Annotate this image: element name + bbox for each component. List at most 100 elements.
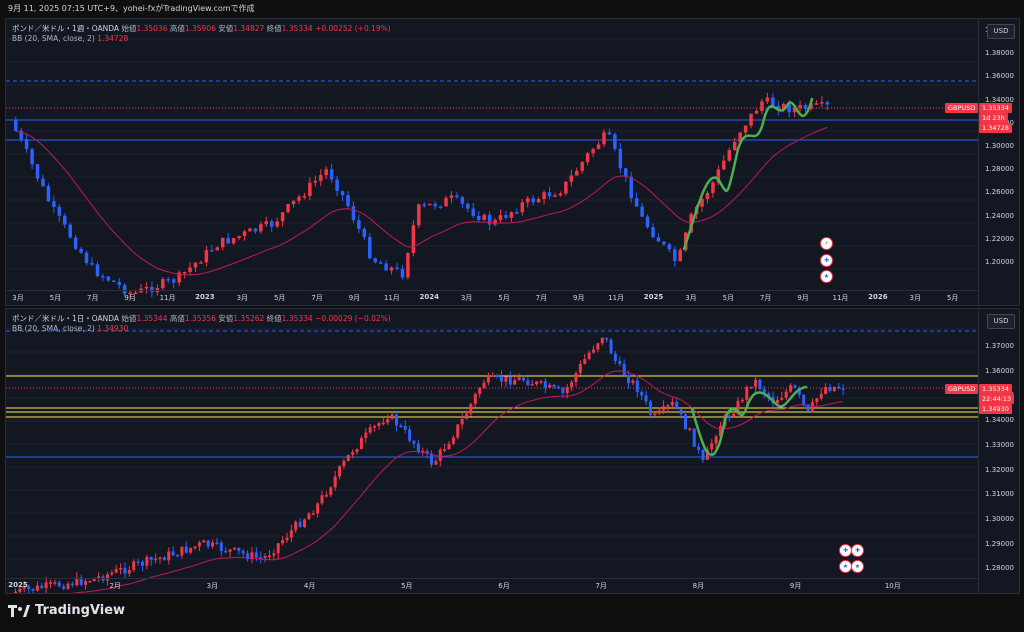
weekly-chart-canvas[interactable] — [6, 19, 1019, 305]
candle-body — [493, 219, 497, 225]
candle-body — [408, 429, 412, 441]
candle-body — [329, 169, 334, 180]
candle-body — [199, 262, 203, 264]
candle-body — [688, 428, 692, 430]
candle-body — [40, 585, 44, 589]
time-tick: 10月 — [884, 582, 901, 590]
event-uk-flag-icon[interactable]: ✚ — [851, 544, 864, 557]
candle-body — [443, 449, 447, 451]
event-us-flag-icon[interactable]: ★ — [851, 560, 864, 573]
candle-body — [622, 364, 626, 376]
daily-price-axis[interactable]: 1.370001.360001.350001.340001.330001.320… — [978, 309, 1019, 593]
weekly-change: +0.00252 (+0.19%) — [315, 24, 391, 33]
candle-body — [602, 132, 606, 145]
candle-body — [210, 250, 214, 252]
event-uk-flag-icon[interactable]: ✚ — [839, 544, 852, 557]
candle-body — [513, 380, 517, 385]
candle-body — [667, 244, 672, 250]
candle-body — [70, 583, 74, 586]
candle-body — [504, 215, 508, 218]
daily-high: 1.35356 — [184, 314, 216, 323]
daily-currency-button[interactable]: USD — [987, 314, 1015, 329]
candle-body — [749, 386, 753, 389]
candle-body — [276, 543, 280, 554]
candle-body — [355, 449, 359, 453]
candle-body — [515, 212, 519, 214]
event-us-flag-icon[interactable]: ★ — [820, 270, 833, 283]
daily-chart-canvas[interactable] — [6, 309, 1019, 593]
candle-body — [629, 176, 633, 199]
candle-body — [525, 198, 530, 203]
candle-body — [422, 204, 426, 206]
candle-body — [24, 139, 29, 150]
candle-body — [569, 175, 574, 182]
candle-body — [112, 280, 116, 283]
candle-body — [640, 206, 644, 217]
bb-basis-line — [15, 126, 828, 276]
candle-body — [421, 450, 425, 453]
weekly-time-axis[interactable]: 3月 5月 7月 9月 11月 2023 3月 5月 7月 9月 11月 2024 3月 5月 7月 9月 11… — [6, 290, 978, 305]
candle-body — [517, 377, 521, 381]
candle-body — [161, 279, 165, 289]
candle-body — [27, 586, 31, 589]
candle-body — [302, 195, 307, 198]
daily-open: 1.35344 — [136, 314, 168, 323]
price-tick: 1.36000 — [985, 72, 1014, 81]
candle-body — [188, 267, 192, 273]
candle-body — [346, 454, 350, 461]
weekly-currency-button[interactable]: USD — [987, 24, 1015, 39]
time-tick: 6月 — [498, 582, 510, 590]
candle-body — [84, 252, 89, 264]
candle-body — [683, 414, 687, 430]
candle-body — [390, 414, 394, 419]
price-tick: 1.31000 — [985, 490, 1014, 499]
candle-body — [832, 386, 836, 392]
candle-body — [802, 394, 806, 405]
candle-body — [324, 169, 328, 176]
event-lightning-icon[interactable]: ⚡ — [820, 237, 833, 250]
candle-body — [662, 406, 666, 411]
candle-body — [127, 569, 131, 574]
weekly-chart-panel[interactable]: ポンド／米ドル・1週・OANDA 始値1.35036 高値1.35906 安値1… — [5, 18, 1020, 306]
daily-chart-panel[interactable]: ポンド／米ドル・1日・OANDA 始値1.35344 高値1.35356 安値1… — [5, 308, 1020, 594]
candle-body — [242, 231, 247, 236]
candle-body — [700, 199, 704, 207]
price-tick: 1.29000 — [985, 539, 1014, 548]
candle-body — [219, 542, 223, 551]
candle-body — [491, 375, 495, 378]
candle-body — [495, 375, 499, 378]
price-tick: 1.32000 — [985, 465, 1014, 474]
candle-body — [171, 279, 176, 283]
candle-body — [177, 272, 181, 283]
time-tick: 9月 — [124, 294, 136, 302]
candle-body — [824, 387, 828, 394]
candle-body — [357, 220, 361, 229]
candle-body — [394, 414, 398, 426]
weekly-bb-tag: 1.34728 — [979, 123, 1012, 133]
weekly-high: 1.35906 — [184, 24, 216, 33]
candle-body — [662, 241, 666, 245]
candle-body — [727, 150, 732, 161]
candle-body — [253, 228, 258, 232]
candle-body — [456, 424, 460, 438]
candle-body — [368, 427, 372, 433]
candle-body — [162, 557, 166, 561]
candle-body — [136, 561, 140, 563]
price-tick: 1.26000 — [985, 188, 1014, 197]
daily-time-axis[interactable]: 2025 2月 3月 4月 5月 6月 7月 8月 9月 10月 — [6, 578, 978, 593]
candle-body — [722, 160, 726, 170]
candle-body — [144, 286, 149, 289]
candle-body — [784, 391, 788, 398]
candle-body — [346, 195, 350, 207]
candle-body — [101, 276, 105, 278]
time-tick: 7月 — [535, 294, 548, 302]
candle-body — [558, 193, 563, 196]
event-uk-flag-icon[interactable]: ✚ — [820, 254, 833, 267]
time-tick: 7月 — [87, 294, 99, 302]
candle-body — [133, 292, 138, 294]
candle-body — [106, 276, 111, 281]
daily-change: −0.00029 (−0.02%) — [315, 314, 391, 323]
candle-body — [837, 386, 841, 389]
candle-body — [711, 182, 715, 193]
weekly-price-axis[interactable]: 1.400001.380001.360001.340001.320001.300… — [978, 19, 1019, 305]
